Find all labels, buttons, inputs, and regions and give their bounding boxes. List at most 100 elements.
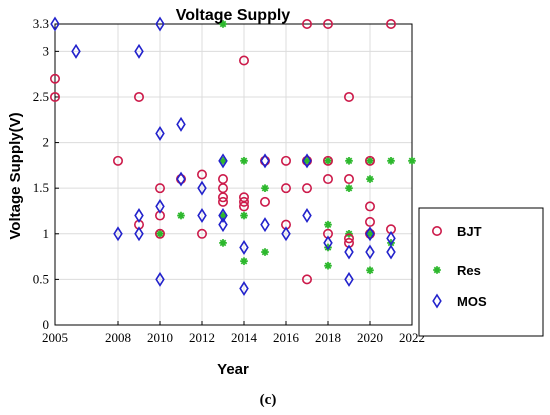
mos-point — [134, 208, 144, 224]
res-point — [366, 175, 374, 183]
legend-label-bjt: BJT — [457, 224, 482, 239]
res-point — [240, 257, 248, 265]
legend-label-mos: MOS — [457, 294, 487, 309]
x-tick-label: 2005 — [42, 330, 68, 345]
data-points — [49, 16, 416, 297]
res-point — [324, 157, 332, 165]
mos-point — [386, 244, 396, 260]
mos-point — [365, 226, 375, 242]
y-tick-label: 0.5 — [33, 271, 49, 286]
mos-point — [155, 16, 165, 32]
bjt-point — [364, 155, 375, 166]
bjt-point — [322, 155, 333, 166]
mos-point — [302, 208, 312, 224]
mos-point — [71, 43, 81, 59]
y-axis-ticks: 0 0.5 1 1.5 2 2.5 3 3.3 — [33, 16, 59, 332]
x-tick-label: 2008 — [105, 330, 131, 345]
mos-point — [218, 208, 228, 224]
mos-point — [239, 281, 249, 297]
res-point — [345, 157, 353, 165]
mos-point — [134, 226, 144, 242]
mos-point — [155, 198, 165, 214]
res-point — [261, 184, 269, 192]
mos-point — [281, 226, 291, 242]
mos-point — [134, 43, 144, 59]
res-legend-marker — [433, 266, 441, 274]
mos-point — [113, 226, 123, 242]
x-tick-label: 2014 — [231, 330, 258, 345]
res-point — [366, 157, 374, 165]
x-tick-label: 2018 — [315, 330, 341, 345]
bjt-point — [343, 91, 354, 102]
res-point — [177, 211, 185, 220]
bjt-point — [343, 174, 354, 185]
bjt-point — [301, 183, 312, 194]
y-tick-label: 0 — [43, 317, 50, 332]
bjt-point — [322, 174, 333, 185]
mos-point — [365, 244, 375, 260]
mos-legend-marker — [432, 293, 442, 309]
bjt-point — [49, 73, 60, 84]
bjt-point — [155, 228, 166, 239]
bjt-point — [301, 18, 312, 29]
y-tick-label: 2.5 — [33, 89, 49, 104]
bjt-point — [155, 183, 166, 194]
y-tick-label: 3.3 — [33, 16, 49, 31]
y-tick-label: 1 — [43, 226, 50, 241]
bjt-point — [280, 155, 291, 166]
bjt-point — [259, 196, 270, 207]
res-point — [240, 211, 248, 220]
mos-point — [344, 244, 354, 260]
res-point — [408, 157, 416, 165]
res-point — [240, 157, 248, 165]
mos-point — [155, 271, 165, 287]
res-point — [366, 266, 374, 275]
mos-point — [323, 235, 333, 251]
bjt-point — [385, 18, 396, 29]
res-point — [156, 229, 164, 238]
plot-frame — [54, 23, 413, 326]
bjt-point — [364, 216, 375, 227]
mos-point — [176, 171, 186, 187]
mos-point — [260, 217, 270, 233]
res-point — [219, 20, 227, 28]
grid-lines — [54, 23, 413, 326]
bjt-point — [197, 169, 208, 180]
x-axis-label: Year — [217, 361, 249, 378]
y-tick-label: 1.5 — [33, 180, 49, 195]
bjt-point — [239, 196, 250, 207]
res-point — [219, 239, 227, 247]
bjt-legend-marker — [431, 226, 442, 237]
mos-point — [260, 153, 270, 169]
mos-point — [218, 153, 228, 169]
mos-point — [176, 116, 186, 132]
bjt-point — [197, 228, 208, 239]
bjt-point — [343, 233, 354, 244]
bjt-point — [113, 155, 124, 166]
res-point — [345, 184, 353, 192]
res-point — [387, 157, 395, 165]
bjt-point — [134, 91, 145, 102]
series-mos — [50, 16, 396, 297]
figure-caption: (c) — [260, 392, 277, 408]
bjt-point — [280, 183, 291, 194]
res-point — [261, 248, 269, 256]
x-tick-label: 2012 — [189, 330, 215, 345]
y-tick-label: 3 — [43, 43, 50, 58]
mos-point — [197, 180, 207, 196]
bjt-point — [49, 91, 60, 102]
bjt-point — [218, 174, 229, 185]
mos-point — [197, 208, 207, 224]
mos-point — [386, 230, 396, 246]
y-tick-label: 2 — [43, 135, 50, 150]
mos-point — [218, 217, 228, 233]
bjt-point — [218, 192, 229, 203]
bjt-point — [218, 196, 229, 207]
legend-label-res: Res — [457, 263, 481, 278]
legend: BJT Res MOS — [418, 207, 544, 337]
mos-point — [344, 271, 354, 287]
bjt-point — [322, 18, 333, 29]
mos-point — [302, 153, 312, 169]
x-tick-label: 2020 — [357, 330, 383, 345]
